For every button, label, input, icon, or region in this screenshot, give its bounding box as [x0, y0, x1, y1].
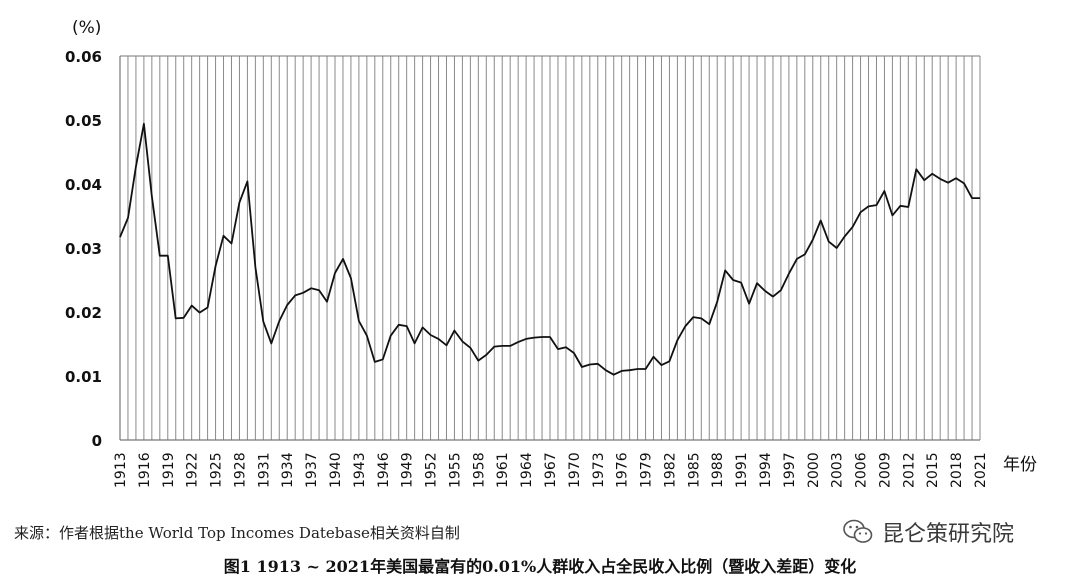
x-tick-label: 2006: [854, 452, 870, 488]
x-tick-label: 1976: [615, 452, 631, 488]
x-tick-label: 1979: [639, 452, 655, 488]
x-tick-label: 1967: [543, 452, 559, 488]
watermark-text: 昆仑策研究院: [882, 522, 1015, 547]
watermark: 昆仑策研究院: [842, 516, 1014, 548]
y-tick-label: 0.05: [65, 112, 102, 130]
x-tick-label: 1952: [424, 452, 440, 488]
x-tick-label: 1946: [376, 452, 392, 488]
x-tick-label: 1985: [686, 452, 702, 488]
x-tick-label: 2000: [806, 452, 822, 488]
y-tick-label: 0.06: [65, 48, 102, 66]
y-tick-label: 0.01: [65, 368, 102, 386]
y-tick-label: 0.03: [65, 240, 102, 258]
x-tick-label: 1922: [185, 452, 201, 488]
y-tick-labels: 0 0.01 0.02 0.03 0.04 0.05 0.06: [65, 48, 102, 450]
x-tick-label: 1994: [758, 452, 774, 488]
x-tick-label: 1958: [471, 452, 487, 488]
series-layer: [119, 122, 980, 376]
x-tick-label: 1997: [782, 452, 798, 488]
x-tick-label: 2015: [925, 452, 941, 488]
x-tick-label: 2003: [830, 452, 846, 488]
axes: [119, 55, 980, 441]
x-tick-label: 1991: [734, 452, 750, 488]
x-tick-labels: 1913 1916 1919 1922 1925 1928 1931 1934 1937 1940…: [113, 452, 989, 488]
wechat-icon: [842, 518, 874, 546]
x-tick-label: 1982: [662, 452, 678, 488]
source-note: 来源：作者根据the World Top Incomes Datebase相关资…: [14, 524, 460, 542]
x-tick-label: 1937: [304, 452, 320, 488]
x-tick-label: 1925: [209, 452, 225, 488]
y-tick-label: 0.04: [65, 176, 102, 194]
vertical-gridlines: [119, 56, 981, 440]
x-tick-label: 2012: [901, 452, 917, 488]
x-tick-label: 1961: [495, 452, 511, 488]
x-tick-label: 1988: [710, 452, 726, 488]
x-tick-label: 1931: [256, 452, 272, 488]
y-tick-label: 0: [92, 432, 102, 450]
series-line: [119, 122, 980, 376]
x-tick-label: 1973: [591, 452, 607, 488]
x-tick-label: 1964: [519, 452, 535, 488]
x-tick-label: 2018: [949, 452, 965, 488]
x-tick-label: 1934: [280, 452, 296, 488]
x-tick-label: 2009: [877, 452, 893, 488]
x-tick-label: 1970: [567, 452, 583, 488]
line-chart: 00.010.020.030.040.050.06 1913 1916 1919 19…: [65, 18, 1037, 488]
x-tick-label: 1919: [161, 452, 177, 488]
x-tick-label: 2021: [973, 452, 989, 488]
x-tick-label: 1916: [137, 452, 153, 488]
x-tick-label: 1913: [113, 452, 129, 488]
x-tick-label: 1955: [447, 452, 463, 488]
x-tick-label: 1928: [232, 452, 248, 488]
x-tick-label: 1940: [328, 452, 344, 488]
x-tick-label: 1943: [352, 452, 368, 488]
figure-caption: 图1 1913 ~ 2021年美国最富有的0.01%人群收入占全民收入比例（暨收…: [223, 557, 857, 576]
x-tick-label: 1949: [400, 452, 416, 488]
y-tick-label: 0.02: [65, 304, 102, 322]
x-axis-label: 年份: [1003, 455, 1037, 475]
y-axis-label: (%): [72, 18, 101, 38]
